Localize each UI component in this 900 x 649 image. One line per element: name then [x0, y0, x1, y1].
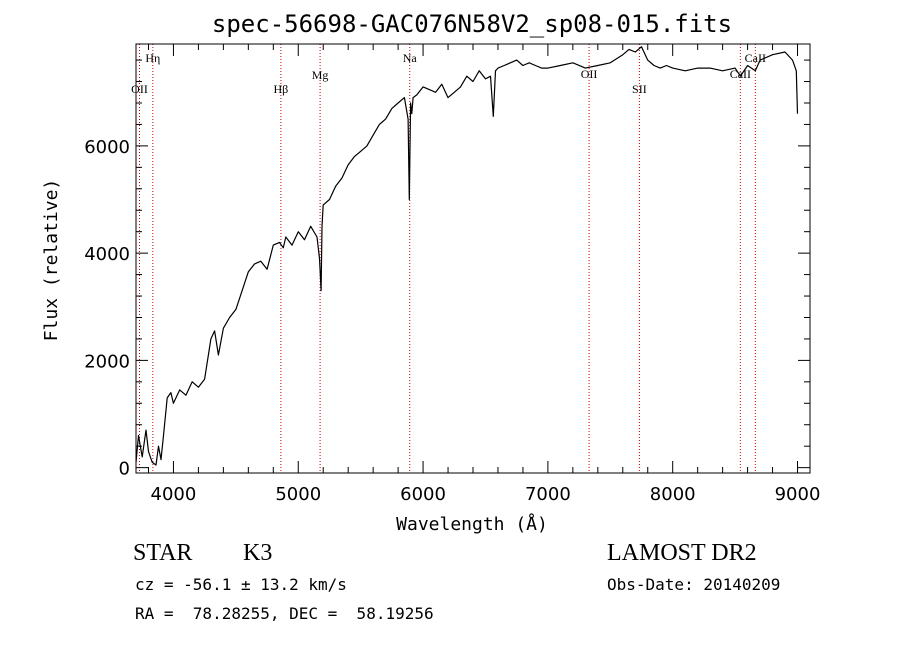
chart-title: spec-56698-GAC076N58V2_sp08-015.fits [212, 10, 732, 38]
observation-date: Obs-Date: 20140209 [607, 575, 781, 594]
line-mark-label: CaII [730, 67, 751, 81]
object-subclass: K3 [243, 540, 273, 566]
x-tick-label: 5000 [275, 484, 321, 505]
emission-line-marks: OII Hη Hβ Mg Na OII SII CaII CaII [131, 44, 766, 473]
y-axis-label: Flux (relative) [41, 179, 62, 342]
y-tick-label: 4000 [84, 244, 130, 265]
spectrum-series [135, 46, 799, 466]
plot-frame [135, 43, 811, 474]
redshift-velocity: cz = -56.1 ± 13.2 km/s [135, 575, 347, 594]
line-mark-label: CaII [745, 51, 766, 65]
spectrum-chart: spec-56698-GAC076N58V2_sp08-015.fits Wav… [41, 10, 820, 535]
line-mark-label: Hβ [274, 82, 289, 96]
series-line [135, 46, 799, 466]
y-tick-label: 6000 [84, 137, 130, 158]
x-tick-label: 6000 [400, 484, 446, 505]
line-mark-label: OII [131, 82, 148, 96]
line-mark-label: Mg [312, 68, 329, 82]
x-tick-label: 8000 [650, 484, 696, 505]
x-tick-label: 7000 [525, 484, 571, 505]
axes: 4000 5000 6000 7000 8000 9000 0 2000 4000 6000 [84, 44, 820, 505]
line-mark-label: Hη [145, 51, 160, 65]
x-tick-label: 9000 [775, 484, 821, 505]
line-mark-label: SII [632, 82, 647, 96]
y-tick-label: 0 [119, 459, 130, 480]
object-class: STAR [133, 540, 193, 566]
line-mark-label: OII [581, 67, 598, 81]
x-tick-label: 4000 [151, 484, 197, 505]
coordinates: RA = 78.28255, DEC = 58.19256 [135, 604, 434, 623]
line-mark-label: Na [403, 51, 418, 65]
survey-name: LAMOST DR2 [607, 540, 757, 566]
x-axis-label: Wavelength (Å) [396, 513, 548, 535]
y-tick-label: 2000 [84, 351, 130, 372]
